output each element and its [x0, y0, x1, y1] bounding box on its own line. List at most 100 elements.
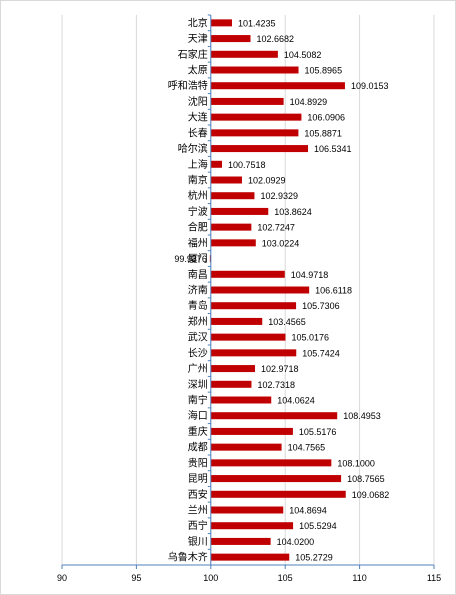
value-label: 105.0176 — [291, 333, 329, 343]
bar — [210, 239, 256, 247]
value-label: 105.5294 — [299, 521, 337, 531]
bar — [210, 270, 285, 278]
category-label: 武汉 — [188, 331, 208, 344]
value-label: 100.7518 — [228, 160, 266, 170]
bar — [210, 349, 297, 357]
value-label: 105.7424 — [302, 348, 340, 358]
bar — [210, 50, 278, 58]
value-label: 105.7306 — [302, 301, 340, 311]
bar — [210, 223, 252, 231]
x-tick-label: 90 — [57, 573, 67, 583]
x-tick-label: 95 — [131, 573, 141, 583]
bar — [210, 475, 342, 483]
value-label: 105.5176 — [299, 427, 337, 437]
bar — [210, 412, 338, 420]
value-label: 104.5082 — [284, 50, 322, 60]
bar — [210, 145, 309, 153]
category-label: 乌鲁木齐 — [168, 551, 208, 564]
bar — [210, 97, 284, 105]
value-label: 103.0224 — [262, 238, 300, 248]
value-label: 106.5341 — [314, 144, 352, 154]
category-label: 银川 — [188, 535, 208, 548]
category-labels: 北京天津石家庄太原呼和浩特沈阳大连长春哈尔滨上海南京杭州宁波合肥福州厦门南昌济南… — [168, 16, 208, 563]
x-tick-label: 105 — [278, 573, 293, 583]
category-label: 杭州 — [188, 189, 208, 202]
bar — [210, 459, 332, 467]
category-label: 呼和浩特 — [168, 80, 208, 92]
bar — [210, 302, 297, 310]
category-label: 西宁 — [188, 519, 208, 532]
value-label: 102.0929 — [248, 176, 286, 186]
x-tick-label: 115 — [427, 573, 441, 583]
category-label: 长沙 — [188, 347, 208, 359]
bar — [210, 427, 293, 435]
bar — [210, 176, 242, 184]
value-label: 104.8694 — [289, 506, 327, 516]
category-label: 海口 — [188, 409, 208, 422]
bars — [209, 19, 346, 561]
category-label: 青岛 — [188, 299, 208, 312]
value-label: 102.9329 — [260, 191, 298, 201]
category-label: 重庆 — [188, 425, 208, 438]
value-label: 104.8929 — [290, 97, 328, 107]
bar — [210, 522, 294, 530]
value-label: 102.9718 — [261, 364, 299, 374]
value-label: 102.7247 — [257, 223, 295, 233]
value-label: 103.8624 — [274, 207, 312, 217]
value-label: 104.0200 — [277, 537, 315, 547]
value-label: 105.2729 — [295, 553, 333, 563]
x-tick-label: 110 — [352, 573, 366, 583]
category-label: 大连 — [188, 111, 208, 124]
category-label: 沈阳 — [188, 95, 208, 108]
category-label: 厦门 — [188, 252, 208, 265]
bar — [210, 286, 310, 294]
category-label: 上海 — [188, 158, 208, 171]
value-labels: 101.4235 102.6682 104.5082 105.8965 109.0153… — [174, 18, 389, 562]
value-label: 108.4953 — [343, 411, 381, 421]
bar — [210, 160, 222, 168]
x-tick-labels: 90 95 100 105 110 115 — [57, 573, 441, 583]
category-label: 郑州 — [188, 315, 208, 328]
value-label: 99.9376 — [174, 254, 207, 264]
bar — [210, 35, 251, 43]
category-label: 哈尔滨 — [178, 142, 208, 155]
bar — [210, 506, 284, 514]
bar — [210, 113, 302, 121]
category-label: 广州 — [188, 363, 208, 375]
value-label: 104.0624 — [277, 396, 315, 406]
category-label: 深圳 — [188, 379, 208, 391]
bar — [210, 553, 290, 561]
category-label: 昆明 — [188, 473, 208, 485]
value-label: 106.6118 — [315, 286, 352, 296]
category-label: 合肥 — [188, 221, 208, 234]
value-label: 106.0906 — [307, 113, 345, 123]
bar — [210, 66, 299, 74]
category-label: 南宁 — [188, 394, 208, 407]
x-tick-label: 100 — [203, 573, 218, 583]
category-label: 贵阳 — [188, 456, 208, 469]
bar — [210, 365, 256, 373]
category-label: 太原 — [188, 64, 208, 77]
value-label: 102.6682 — [257, 34, 295, 44]
bar — [210, 380, 252, 388]
category-label: 长春 — [188, 127, 208, 139]
bar — [210, 537, 271, 545]
bar — [210, 333, 286, 341]
category-label: 南京 — [188, 174, 208, 187]
value-label: 109.0153 — [351, 81, 389, 91]
bar — [210, 19, 232, 27]
value-label: 108.7565 — [347, 474, 385, 484]
category-label: 兰州 — [188, 504, 208, 517]
value-label: 109.0682 — [352, 490, 390, 500]
category-label: 石家庄 — [178, 48, 208, 61]
value-label: 105.8871 — [304, 128, 342, 138]
value-label: 104.7565 — [288, 443, 326, 453]
value-label: 102.7318 — [257, 380, 295, 390]
category-label: 宁波 — [188, 205, 208, 218]
bar — [210, 207, 269, 215]
category-label: 成都 — [188, 442, 208, 454]
bar — [210, 317, 263, 325]
category-label: 福州 — [188, 236, 208, 249]
value-label: 105.8965 — [305, 66, 343, 76]
